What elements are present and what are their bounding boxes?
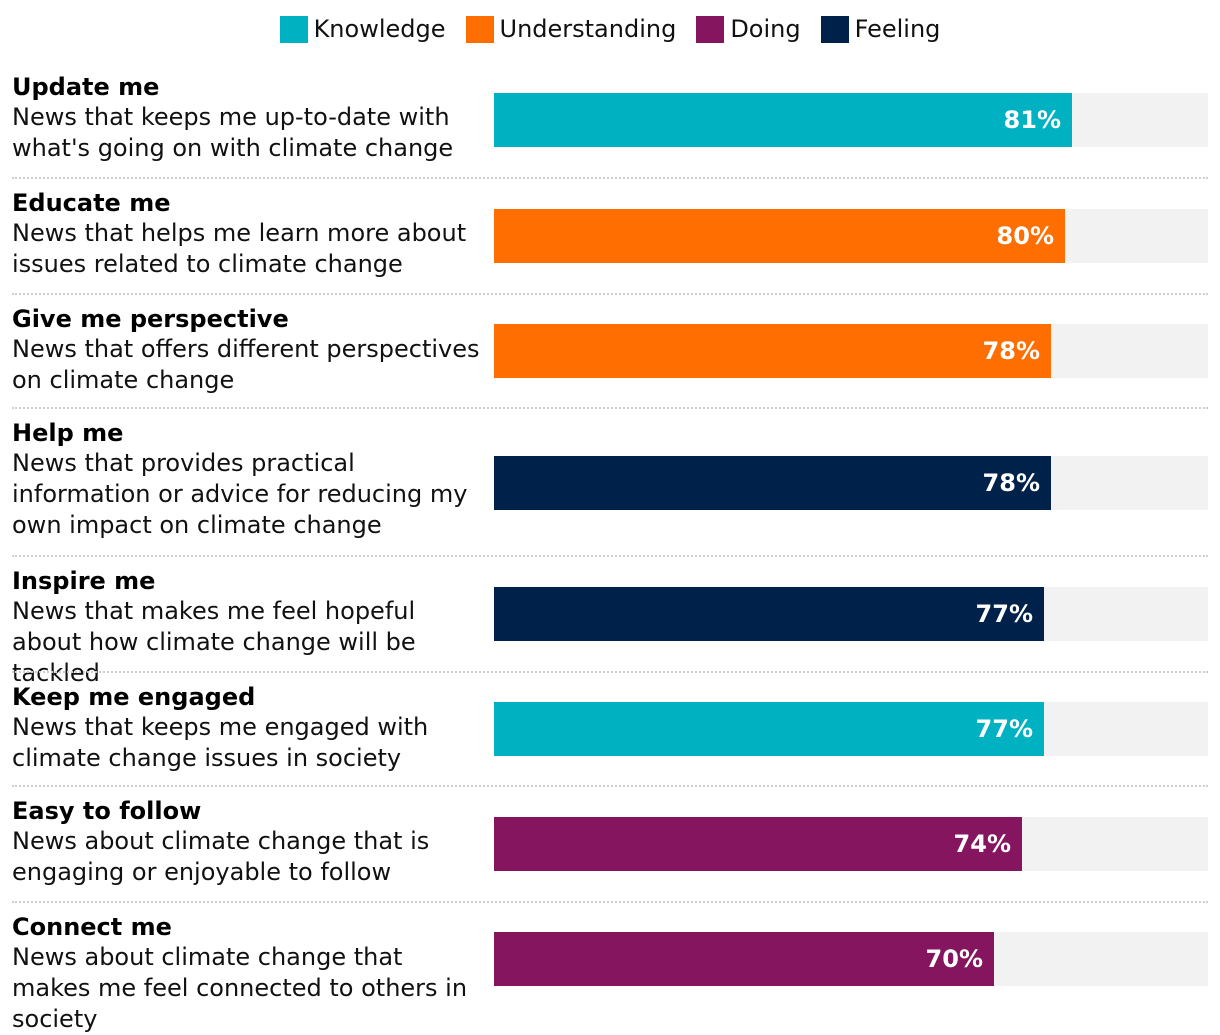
legend-item-doing: Doing bbox=[696, 14, 801, 44]
row-label: Give me perspective News that offers diff… bbox=[12, 304, 484, 396]
row-description: News that offers different perspectives … bbox=[12, 335, 480, 394]
legend-item-feeling: Feeling bbox=[820, 14, 941, 44]
row-description: News that makes me feel hopeful about ho… bbox=[12, 597, 416, 687]
row-title: Update me bbox=[12, 73, 160, 101]
bar-track: 77% bbox=[494, 587, 1208, 641]
legend-label: Understanding bbox=[499, 15, 677, 43]
row-description: News that keeps me engaged with climate … bbox=[12, 713, 429, 772]
bar-track: 77% bbox=[494, 702, 1208, 756]
row-title: Help me bbox=[12, 419, 124, 447]
row-label: Inspire me News that makes me feel hopefu… bbox=[12, 566, 484, 689]
chart-row: Keep me engaged News that keeps me engage… bbox=[0, 672, 1220, 786]
chart-row: Easy to follow News about climate change … bbox=[0, 786, 1220, 902]
row-divider bbox=[12, 555, 1208, 557]
bar-track: 78% bbox=[494, 324, 1208, 378]
row-divider bbox=[12, 177, 1208, 179]
row-title: Keep me engaged bbox=[12, 683, 256, 711]
bar-track: 81% bbox=[494, 93, 1208, 147]
row-label: Help me News that provides practical info… bbox=[12, 418, 484, 541]
bar-value-label: 81% bbox=[1003, 106, 1061, 134]
chart-row: Give me perspective News that offers diff… bbox=[0, 294, 1220, 408]
row-divider bbox=[12, 407, 1208, 409]
row-description: News about climate change that is engagi… bbox=[12, 827, 430, 886]
bar-give-me-perspective: 78% bbox=[494, 324, 1051, 378]
row-title: Inspire me bbox=[12, 567, 156, 595]
row-divider bbox=[12, 671, 1208, 673]
row-divider bbox=[12, 293, 1208, 295]
bar-value-label: 78% bbox=[982, 469, 1040, 497]
legend-swatch bbox=[279, 15, 308, 43]
chart-row: Educate me News that helps me learn more … bbox=[0, 178, 1220, 294]
bar-track: 80% bbox=[494, 209, 1208, 263]
bar-connect-me: 70% bbox=[494, 932, 994, 986]
legend-item-understanding: Understanding bbox=[465, 14, 677, 44]
legend-swatch bbox=[820, 15, 849, 43]
bar-value-label: 74% bbox=[953, 830, 1011, 858]
row-divider bbox=[12, 785, 1208, 787]
row-label: Update me News that keeps me up-to-date w… bbox=[12, 72, 484, 164]
row-title: Give me perspective bbox=[12, 305, 289, 333]
chart-row: Update me News that keeps me up-to-date w… bbox=[0, 62, 1220, 178]
row-label: Keep me engaged News that keeps me engage… bbox=[12, 682, 484, 774]
bar-value-label: 77% bbox=[975, 715, 1033, 743]
chart-row: Connect me News about climate change that… bbox=[0, 902, 1220, 1033]
legend-label: Doing bbox=[730, 15, 801, 43]
legend-label: Feeling bbox=[854, 15, 941, 43]
legend-label: Knowledge bbox=[313, 15, 446, 43]
row-description: News that helps me learn more about issu… bbox=[12, 219, 467, 278]
bar-value-label: 78% bbox=[982, 337, 1040, 365]
bar-educate-me: 80% bbox=[494, 209, 1065, 263]
row-title: Easy to follow bbox=[12, 797, 202, 825]
chart-legend: Knowledge Understanding Doing Feeling bbox=[0, 14, 1220, 44]
bar-inspire-me: 77% bbox=[494, 587, 1044, 641]
bar-value-label: 70% bbox=[925, 945, 983, 973]
bar-track: 78% bbox=[494, 456, 1208, 510]
bar-value-label: 77% bbox=[975, 600, 1033, 628]
bar-track: 70% bbox=[494, 932, 1208, 986]
row-label: Easy to follow News about climate change … bbox=[12, 796, 484, 888]
legend-swatch bbox=[696, 15, 725, 43]
bar-update-me: 81% bbox=[494, 93, 1072, 147]
bar-easy-to-follow: 74% bbox=[494, 817, 1022, 871]
row-description: News that keeps me up-to-date with what'… bbox=[12, 103, 454, 162]
row-description: News that provides practical information… bbox=[12, 449, 468, 539]
row-title: Connect me bbox=[12, 913, 172, 941]
bar-track: 74% bbox=[494, 817, 1208, 871]
row-divider bbox=[12, 901, 1208, 903]
legend-swatch bbox=[465, 15, 494, 43]
row-title: Educate me bbox=[12, 189, 171, 217]
row-label: Educate me News that helps me learn more … bbox=[12, 188, 484, 280]
legend-item-knowledge: Knowledge bbox=[279, 14, 446, 44]
bar-keep-me-engaged: 77% bbox=[494, 702, 1044, 756]
row-label: Connect me News about climate change that… bbox=[12, 912, 484, 1035]
bar-chart: Update me News that keeps me up-to-date w… bbox=[0, 62, 1220, 1033]
row-description: News about climate change that makes me … bbox=[12, 943, 468, 1033]
chart-row: Inspire me News that makes me feel hopefu… bbox=[0, 556, 1220, 687]
bar-help-me: 78% bbox=[494, 456, 1051, 510]
chart-row: Help me News that provides practical info… bbox=[0, 408, 1220, 556]
bar-value-label: 80% bbox=[996, 222, 1054, 250]
